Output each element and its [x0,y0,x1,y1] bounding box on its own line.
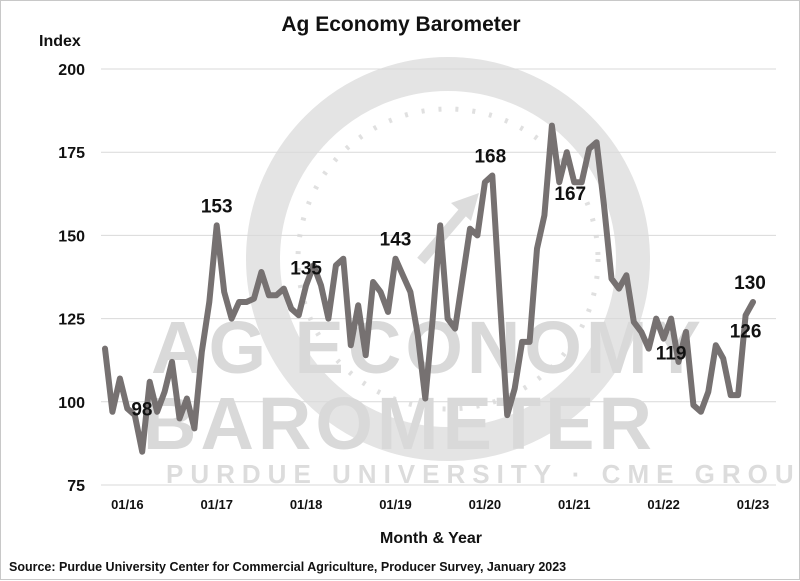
y-tick-175: 175 [58,145,85,162]
chart-title: Ag Economy Barometer [281,13,520,36]
data-label-143: 143 [380,230,412,251]
x-tick-01-19: 01/19 [379,497,412,512]
data-labels: 98 153 135 143 168 167 119 126 130 [131,146,766,420]
watermark-arrowhead [451,193,479,221]
data-label-126: 126 [730,321,762,342]
data-label-135: 135 [290,258,322,279]
data-label-119: 119 [656,344,687,365]
x-tick-01-22: 01/22 [647,497,680,512]
y-tick-labels: 200 175 150 125 100 75 [58,62,85,495]
watermark-line2: BAROMETER [143,382,656,465]
watermark-ring [246,57,650,461]
watermark-line3: PURDUE UNIVERSITY · CME GROUP [166,459,800,489]
y-tick-100: 100 [58,395,85,412]
series-line-0 [102,122,756,455]
data-label-98: 98 [131,399,152,420]
x-tick-01-17: 01/17 [200,497,233,512]
x-tick-01-20: 01/20 [469,497,502,512]
y-axis-label: Index [39,33,81,50]
data-label-168: 168 [474,146,506,167]
data-label-167: 167 [554,184,586,205]
x-tick-01-18: 01/18 [290,497,323,512]
watermark-needle [417,201,473,265]
source-note: Source: Purdue University Center for Com… [9,560,566,574]
watermark-dial [295,106,601,412]
x-tick-01-16: 01/16 [111,497,144,512]
x-tick-labels: 01/16 01/17 01/18 01/19 01/20 01/21 01/22 01/23 [111,497,769,512]
series-lines [102,122,756,455]
gridlines [101,68,776,486]
y-tick-75: 75 [67,478,85,495]
y-tick-200: 200 [58,62,85,79]
x-axis-label: Month & Year [380,530,482,547]
data-label-130: 130 [734,273,766,294]
x-tick-01-21: 01/21 [558,497,591,512]
x-tick-01-23: 01/23 [737,497,770,512]
y-tick-125: 125 [58,312,85,329]
y-tick-150: 150 [58,228,85,245]
watermark-logo: AG ECONOMY BAROMETER PURDUE UNIVERSITY ·… [143,57,800,489]
data-label-153: 153 [201,196,233,217]
